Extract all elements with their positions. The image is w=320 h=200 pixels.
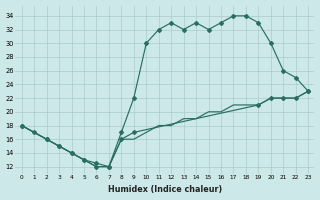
X-axis label: Humidex (Indice chaleur): Humidex (Indice chaleur) — [108, 185, 222, 194]
